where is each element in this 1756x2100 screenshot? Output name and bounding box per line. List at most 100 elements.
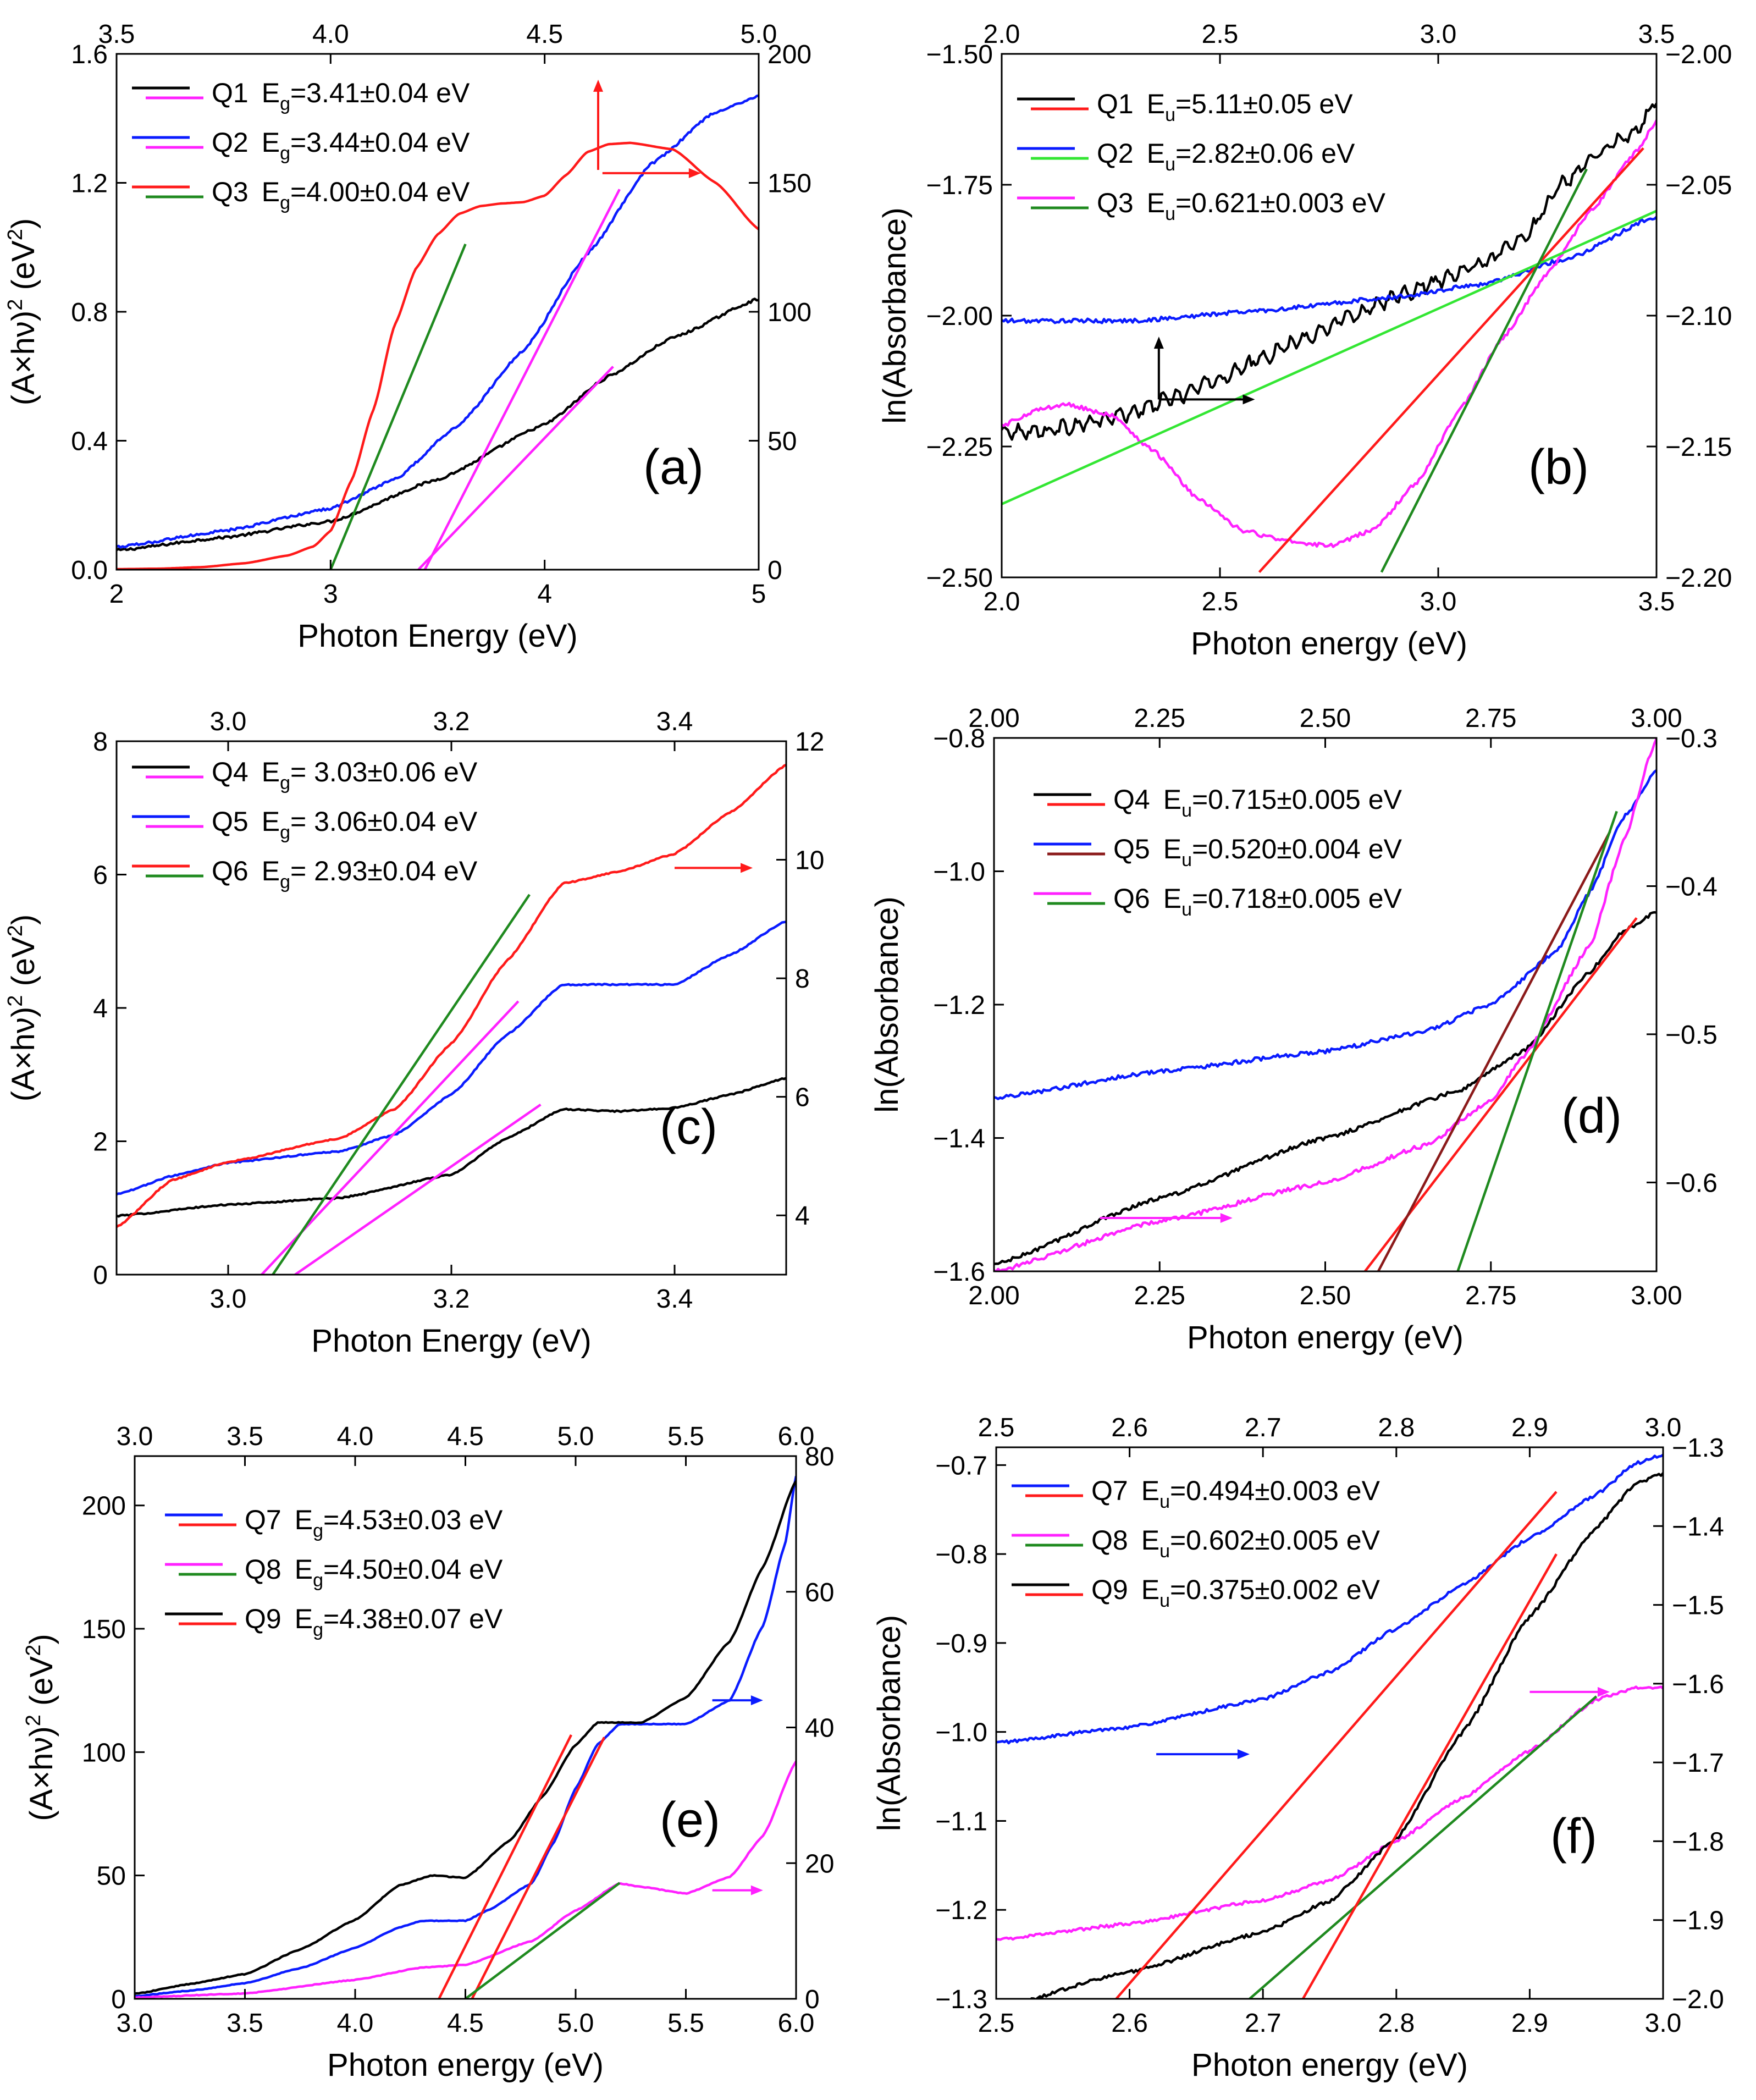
x2-tick-label: 5.0	[557, 1422, 594, 1451]
arrow-up	[593, 79, 603, 170]
y-tick-label: 8	[93, 727, 108, 757]
legend-item-q4: Q4 Eg= 3.03±0.06 eV	[132, 757, 478, 793]
panel-label: (c)	[660, 1100, 717, 1155]
x2-tick-label: 6.0	[778, 1422, 815, 1451]
legend-label: Q7 Eg=4.53±0.03 eV	[245, 1504, 503, 1541]
x2-tick-label: 3.0	[1645, 1413, 1682, 1442]
y2-tick-label: 0	[767, 556, 782, 585]
series-q9	[135, 1480, 796, 1995]
legend: Q7 Eg=4.53±0.03 eV Q8 Eg=4.50±0.04 eV Q9 Eg=4…	[165, 1504, 503, 1640]
y-axis-title-main: ln(Absorbance)	[877, 207, 913, 423]
y2-tick-label: −0.3	[1665, 724, 1718, 753]
legend-item-q7: Q7 Eg=4.53±0.03 eV	[165, 1504, 503, 1541]
arrow-right-blue	[712, 1695, 763, 1706]
x-tick-label: 2.0	[984, 587, 1020, 616]
y-tick-label: −1.2	[935, 1896, 987, 1925]
y2-tick-label: −1.5	[1672, 1591, 1724, 1621]
y-axis-title-main: ln(Absorbance)	[869, 896, 905, 1112]
x2-tick-label: 3.4	[656, 707, 693, 736]
x-tick-label: 2.5	[978, 2009, 1015, 2038]
x2-tick-label: 2.25	[1134, 704, 1185, 733]
legend-label: Q4 Eu=0.715±0.005 eV	[1113, 784, 1402, 821]
y-tick-label: 200	[82, 1492, 126, 1521]
y-axis-title-main: (A×hν)	[5, 311, 41, 405]
legend-item-q3: Q3 Eg=4.00±0.04 eV	[132, 177, 470, 213]
legend-item-q8: Q8 Eg=4.50±0.04 eV	[165, 1554, 503, 1591]
legend-item-q5: Q5 Eg= 3.06±0.04 eV	[132, 806, 478, 843]
legend-item-q8: Q8 Eu=0.602±0.005 eV	[1012, 1525, 1380, 1562]
x-tick-label: 2.00	[968, 1281, 1019, 1310]
arrow-right	[675, 863, 753, 873]
y2-tick-label: −1.9	[1672, 1906, 1724, 1936]
legend-label: Q8 Eu=0.602±0.005 eV	[1091, 1525, 1380, 1562]
legend-item-q7: Q7 Eu=0.494±0.003 eV	[1012, 1475, 1380, 1512]
y-tick-label: −2.00	[926, 302, 993, 331]
y-tick-label: −1.75	[926, 171, 993, 200]
legend-label: Q1 Eu=5.11±0.05 eV	[1097, 89, 1353, 125]
y-tick-label: 0.8	[71, 298, 108, 327]
legend-label: Q7 Eu=0.494±0.003 eV	[1091, 1475, 1380, 1512]
y-tick-label: 100	[82, 1738, 126, 1767]
x2-tick-label: 3.00	[1631, 704, 1682, 733]
panel-label: (f)	[1550, 1809, 1597, 1864]
y-axis-title-unit-sup: 2	[4, 925, 27, 936]
x-tick-label: 2.8	[1378, 2009, 1415, 2038]
y2-tick-label: −1.8	[1672, 1827, 1724, 1856]
fit-line-q8-fit	[465, 1882, 621, 1999]
y2-tick-label: −2.20	[1665, 564, 1732, 593]
y-axis-title-unit-close: )	[5, 218, 41, 229]
y2-tick-label: −0.4	[1665, 872, 1718, 901]
legend-item-q1: Q1 Eu=5.11±0.05 eV	[1017, 89, 1353, 125]
x-axis-title: Photon energy (eV)	[1187, 1320, 1464, 1355]
plot-area	[117, 94, 759, 570]
y-axis-title-main: ln(Absorbance)	[871, 1615, 907, 1831]
legend-label: Q2 Eg=3.44±0.04 eV	[212, 127, 470, 164]
legend-item-q4: Q4 Eu=0.715±0.005 eV	[1034, 784, 1402, 821]
fit-line-q6-fit	[1456, 811, 1618, 1271]
y-axis-title: ln(Absorbance)	[871, 1615, 907, 1831]
x2-tick-label: 2.50	[1300, 704, 1351, 733]
x-tick-label: 5	[752, 580, 766, 609]
x-tick-label: 3.0	[1420, 587, 1457, 616]
x-tick-label: 3.0	[210, 1285, 247, 1314]
x-tick-label: 4.5	[447, 2009, 484, 2038]
x-tick-label: 3.2	[433, 1285, 470, 1314]
y-tick-label: 4	[93, 994, 108, 1023]
legend-item-q5: Q5 Eu=0.520±0.004 eV	[1034, 834, 1402, 870]
legend-label: Q2 Eu=2.82±0.06 eV	[1097, 138, 1355, 175]
y-tick-label: −1.2	[933, 991, 985, 1020]
y-axis-title-unit-sup: 2	[4, 229, 27, 240]
y-tick-label: −1.6	[933, 1258, 985, 1287]
x-tick-label: 4.0	[337, 2009, 374, 2038]
x2-tick-label: 5.0	[741, 20, 777, 49]
y-axis-title-sup: 2	[4, 995, 27, 1007]
x2-tick-label: 3.0	[117, 1422, 153, 1451]
legend-label: Q4 Eg= 3.03±0.06 eV	[212, 757, 478, 793]
y-tick-label: 150	[82, 1615, 126, 1644]
y-tick-label: −0.7	[935, 1451, 987, 1480]
x2-tick-label: 2.9	[1511, 1413, 1548, 1442]
legend-item-q2: Q2 Eu=2.82±0.06 eV	[1017, 138, 1355, 175]
x2-tick-label: 2.7	[1245, 1413, 1282, 1442]
arrow-right-magenta	[712, 1885, 763, 1895]
y2-tick-label: 40	[805, 1714, 834, 1743]
x-tick-label: 5.0	[557, 2009, 594, 2038]
series-q6	[994, 738, 1656, 1271]
fit-line-q8-fit	[1249, 1695, 1598, 1999]
x-tick-label: 3.4	[656, 1285, 693, 1314]
y2-tick-label: −2.05	[1665, 171, 1732, 200]
x2-tick-label: 4.5	[447, 1422, 484, 1451]
fit-line-q3-fit	[329, 244, 467, 570]
x2-tick-label: 3.5	[1638, 20, 1675, 49]
x-axis-title: Photon energy (eV)	[327, 2047, 604, 2083]
panel-label: (e)	[660, 1793, 720, 1848]
y2-tick-label: −1.6	[1672, 1670, 1724, 1699]
x-tick-label: 6.0	[778, 2009, 815, 2038]
legend-label: Q9 Eu=0.375±0.002 eV	[1091, 1574, 1380, 1611]
plot-area	[996, 1453, 1663, 1999]
y-tick-label: −2.50	[926, 564, 993, 593]
x-axis-title: Photon energy (eV)	[1191, 626, 1467, 662]
plot-area	[1002, 103, 1656, 573]
x-tick-label: 3	[323, 580, 338, 609]
series-q2	[117, 94, 759, 549]
